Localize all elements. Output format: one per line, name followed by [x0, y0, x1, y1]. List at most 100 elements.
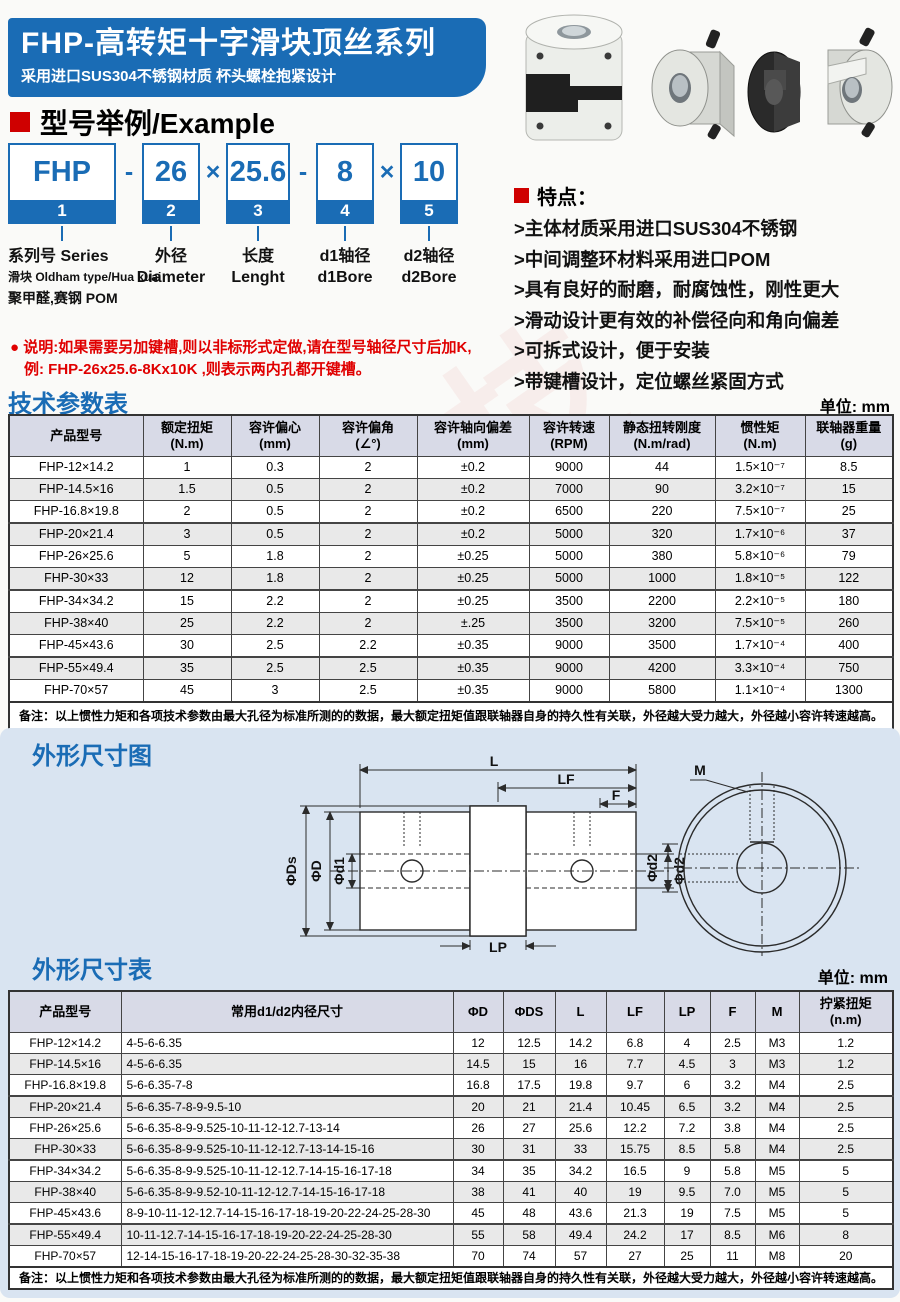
model-cell: FHP-14.5×16	[8, 1053, 122, 1075]
value-cell: 2200	[608, 589, 716, 613]
value-cell: M3	[754, 1032, 800, 1054]
label-line: 外径	[154, 248, 187, 265]
dim-label-d1: Φd1	[331, 857, 347, 885]
tech-table-title: 技术参数表	[8, 391, 128, 418]
value-cell: 1.8	[230, 545, 320, 568]
feature-item: >主体材质采用进口SUS304不锈钢	[514, 218, 798, 239]
column-header: 拧紧扭矩 (n.m)	[798, 990, 894, 1033]
note-row: 备注：以上惯性力矩和各项技术参数由最大孔径为标准所测的的数据，最大额定扭矩值跟联…	[8, 701, 894, 731]
table-row: FHP-30×33 5-6-6.35-8-9-9.525-10-11-12-12.…	[8, 1138, 894, 1161]
value-cell: 15.75	[605, 1138, 665, 1161]
model-box-value: 10	[412, 156, 446, 188]
value-cell: 5800	[608, 679, 716, 703]
model-cell: FHP-12×14.2	[8, 1032, 122, 1054]
value-cell: 58	[502, 1223, 556, 1246]
column-header: 产品型号	[8, 990, 122, 1033]
model-box-label: d2轴径 d2Bore	[379, 246, 479, 288]
dim-label-LP: LP	[489, 939, 507, 955]
connector-tick	[61, 226, 63, 241]
value-cell: 5-6-6.35-8-9-9.525-10-11-12-12.7-14-15-1…	[120, 1159, 454, 1182]
value-cell: 34	[452, 1159, 504, 1182]
red-square-icon	[10, 112, 30, 132]
table-row: FHP-45×43.6 8-9-10-11-12-12.7-14-15-16-17…	[8, 1202, 894, 1225]
model-cell: FHP-14.5×16	[8, 478, 144, 501]
value-cell: 5-6-6.35-7-8	[120, 1074, 454, 1097]
value-cell: 8.5	[663, 1138, 711, 1161]
value-cell: 20	[798, 1245, 894, 1268]
value-cell: 2	[318, 567, 418, 591]
model-cell: FHP-55×49.4	[8, 656, 144, 680]
model-box: 26 2	[142, 143, 200, 224]
model-cell: FHP-34×34.2	[8, 589, 144, 613]
model-cell: FHP-16.8×19.8	[8, 500, 144, 524]
value-cell: ±0.35	[416, 679, 530, 703]
value-cell: 2.5	[318, 656, 418, 680]
value-cell: 1.5	[142, 478, 232, 501]
table-row: FHP-70×57 45 3 2.5 ±0.35 9000 5800 1.1×10⁻⁴ 1300	[8, 679, 894, 703]
table-row: FHP-70×57 12-14-15-16-17-18-19-20-22-24-2…	[8, 1245, 894, 1268]
model-separator: ×	[205, 158, 221, 186]
value-cell: 55	[452, 1223, 504, 1246]
value-cell: 3500	[528, 589, 610, 613]
model-separator: ×	[379, 158, 395, 186]
model-cell: FHP-38×40	[8, 612, 144, 635]
column-header: 静态扭转刚度 (N.m/rad)	[608, 414, 716, 457]
table-row: FHP-20×21.4 3 0.5 2 ±0.2 5000 320 1.7×10⁻⁶ 37	[8, 522, 894, 546]
value-cell: 2.2	[230, 612, 320, 635]
value-cell: M4	[754, 1095, 800, 1118]
table-row: FHP-20×21.4 5-6-6.35-7-8-9-9.5-10 20 21 21.4…	[8, 1095, 894, 1118]
side-view: L LF F ΦDs ΦD Φd1	[283, 756, 687, 955]
value-cell: 1	[142, 456, 232, 479]
value-cell: 2.5	[798, 1138, 894, 1161]
value-cell: ±0.2	[416, 456, 530, 479]
dimension-diagram-title: 外形尺寸图	[32, 743, 152, 770]
model-cell: FHP-26×25.6	[8, 545, 144, 568]
feature-item: >具有良好的耐磨，耐腐蚀性，刚性更大	[514, 279, 840, 300]
value-cell: 0.3	[230, 456, 320, 479]
value-cell: 2.5	[798, 1074, 894, 1097]
value-cell: 25	[142, 612, 232, 635]
table-row: FHP-30×33 12 1.8 2 ±0.25 5000 1000 1.8×10⁻⁵ 122	[8, 567, 894, 591]
value-cell: 3.8	[709, 1117, 756, 1139]
page-subtitle: 采用进口SUS304不锈钢材质 杯头螺栓抱紧设计	[21, 68, 337, 85]
value-cell: 7.5×10⁻⁵	[714, 612, 806, 635]
value-cell: 1.8	[230, 567, 320, 591]
value-cell: 57	[554, 1245, 607, 1268]
dimension-diagram: L LF F ΦDs ΦD Φd1	[283, 756, 860, 956]
label-line: 滑块 Oldham type/Hua kuai	[8, 270, 162, 284]
table-row: FHP-38×40 5-6-6.35-8-9-9.52-10-11-12-12.7…	[8, 1181, 894, 1203]
table-row: FHP-16.8×19.8 5-6-6.35-7-8 16.8 17.5 19.8 9.7…	[8, 1074, 894, 1097]
value-cell: 5000	[528, 545, 610, 568]
connector-tick	[344, 226, 346, 241]
value-cell: 90	[608, 478, 716, 501]
value-cell: 2	[318, 612, 418, 635]
value-cell: 10.45	[605, 1095, 665, 1118]
value-cell: 12.5	[502, 1032, 556, 1054]
column-header: 容许转速 (RPM)	[528, 414, 610, 457]
feature-item: >可拆式设计，便于安装	[514, 340, 710, 361]
value-cell: M4	[754, 1117, 800, 1139]
table-row: FHP-38×40 25 2.2 2 ±.25 3500 3200 7.5×10⁻⁵ 260	[8, 612, 894, 635]
dim-label-Ds: ΦDs	[283, 856, 299, 886]
coupling-photo-disc	[747, 51, 801, 133]
model-cell: FHP-45×43.6	[8, 1202, 122, 1225]
value-cell: 3500	[608, 634, 716, 658]
value-cell: 17	[663, 1223, 711, 1246]
value-cell: 3.2×10⁻⁷	[714, 478, 806, 501]
value-cell: 4-5-6-6.35	[120, 1053, 454, 1075]
model-box-value: 26	[154, 156, 188, 188]
value-cell: 5	[142, 545, 232, 568]
model-cell: FHP-38×40	[8, 1181, 122, 1203]
model-box-value: 8	[336, 156, 354, 188]
features-heading-label: 特点：	[537, 187, 597, 209]
value-cell: ±0.25	[416, 545, 530, 568]
value-cell: 1300	[804, 679, 894, 703]
value-cell: 25	[663, 1245, 711, 1268]
note-row: 备注：以上惯性力矩和各项技术参数由最大孔径为标准所测的的数据，最大额定扭矩值跟联…	[8, 1266, 894, 1290]
value-cell: 37	[804, 522, 894, 546]
coupling-photo-hub-right	[827, 27, 893, 138]
column-header: 容许轴向偏差 (mm)	[416, 414, 530, 457]
value-cell: 8.5	[804, 456, 894, 479]
value-cell: 220	[608, 500, 716, 524]
table-row: FHP-34×34.2 5-6-6.35-8-9-9.525-10-11-12-1…	[8, 1159, 894, 1182]
